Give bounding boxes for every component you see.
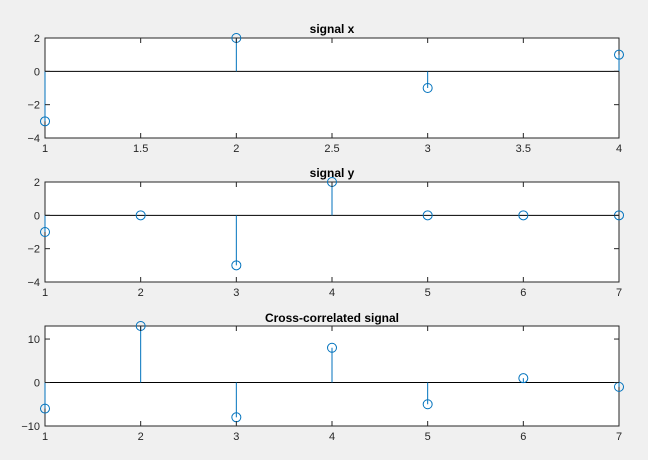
stem-marker <box>327 342 337 353</box>
x-axis-ticks: 1 2 3 4 5 6 7 <box>42 182 622 299</box>
x-tick-label: 4 <box>329 287 335 299</box>
plot-area <box>44 37 620 139</box>
x-tick-label: 4 <box>616 143 622 155</box>
y-tick-label: −2 <box>27 100 40 112</box>
y-tick-label: 0 <box>34 66 40 78</box>
stem-marker <box>422 399 433 410</box>
x-tick-label: 5 <box>425 287 431 299</box>
y-axis-ticks: −4 −2 0 2 <box>27 177 619 289</box>
subplot-signal-x: signal x 1 1.5 2 2.5 3 3.5 4 −4 −2 0 2 <box>27 22 624 155</box>
x-tick-label: 1 <box>42 143 48 155</box>
stem-marker <box>40 116 50 127</box>
stem-series <box>40 177 624 271</box>
y-tick-label: 0 <box>34 378 40 390</box>
y-axis-ticks: −10 0 10 <box>21 334 619 433</box>
subplot-cross-correlated: Cross-correlated signal 1 2 3 4 5 6 7 −10 0 10 <box>21 311 624 443</box>
stem-marker <box>422 210 433 221</box>
x-tick-label: 3 <box>233 287 239 299</box>
x-tick-label: 3 <box>233 431 239 443</box>
x-tick-label: 3 <box>425 143 431 155</box>
y-tick-label: −4 <box>27 133 40 145</box>
stem-marker <box>518 373 529 384</box>
subplot-title: Cross-correlated signal <box>265 311 399 325</box>
x-tick-label: 1 <box>42 431 48 443</box>
y-tick-label: 0 <box>34 210 40 222</box>
stem-marker <box>422 83 433 93</box>
x-tick-label: 4 <box>329 431 335 443</box>
subplot-title: signal x <box>310 22 355 36</box>
x-tick-label: 2 <box>233 143 239 155</box>
x-tick-label: 1 <box>42 287 48 299</box>
x-axis-ticks: 1 2 3 4 5 6 7 <box>42 326 622 443</box>
x-tick-label: 6 <box>520 431 526 443</box>
stem-marker <box>40 227 50 237</box>
x-axis-ticks: 1 1.5 2 2.5 3 3.5 4 <box>42 38 622 155</box>
y-tick-label: −2 <box>27 244 40 256</box>
stem-marker <box>614 49 624 60</box>
stem-marker <box>135 210 146 221</box>
x-tick-label: 7 <box>616 431 622 443</box>
y-tick-label: 2 <box>34 177 40 189</box>
x-tick-label: 6 <box>520 287 526 299</box>
x-tick-label: 3.5 <box>516 143 531 155</box>
subplot-title: signal y <box>310 166 355 180</box>
stem-marker <box>231 260 242 271</box>
x-tick-label: 2 <box>138 431 144 443</box>
y-tick-label: 2 <box>34 33 40 45</box>
x-tick-label: 7 <box>616 287 622 299</box>
y-axis-ticks: −4 −2 0 2 <box>27 33 619 145</box>
y-tick-label: −10 <box>21 421 40 433</box>
stem-marker <box>40 403 50 414</box>
y-tick-label: −4 <box>27 277 40 289</box>
subplot-signal-y: signal y 1 2 3 4 5 6 7 −4 −2 0 2 <box>27 166 624 299</box>
x-tick-label: 2 <box>138 287 144 299</box>
x-tick-label: 1.5 <box>133 143 148 155</box>
x-tick-label: 2.5 <box>324 143 339 155</box>
stem-series <box>40 33 624 127</box>
x-tick-label: 5 <box>425 431 431 443</box>
stem-marker <box>518 210 529 221</box>
y-tick-label: 10 <box>28 334 40 346</box>
